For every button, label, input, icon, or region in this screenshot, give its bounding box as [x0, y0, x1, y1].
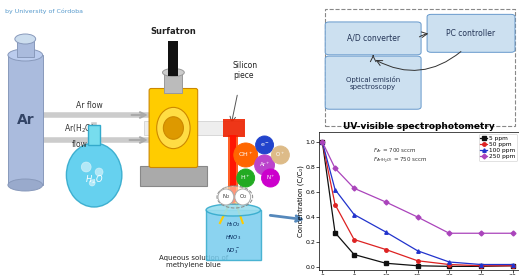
250 ppm: [383, 200, 389, 204]
Bar: [17, 39, 34, 57]
Text: $HNO_3$: $HNO_3$: [225, 233, 241, 243]
Circle shape: [234, 143, 257, 167]
Circle shape: [235, 189, 251, 205]
Bar: [144, 121, 243, 135]
Bar: [8, 55, 43, 185]
5 ppm: [414, 264, 420, 267]
Bar: [140, 166, 207, 186]
250 ppm: [446, 232, 453, 235]
Text: PC controller: PC controller: [446, 29, 496, 38]
Circle shape: [237, 169, 255, 187]
Text: e$^-$: e$^-$: [260, 141, 269, 149]
50 ppm: [414, 259, 420, 262]
Text: Ar: Ar: [17, 113, 34, 127]
Circle shape: [81, 162, 91, 172]
100 ppm: [319, 140, 325, 144]
Circle shape: [89, 180, 95, 186]
Text: A/D converter: A/D converter: [347, 34, 400, 43]
Text: by University of Córdoba: by University of Córdoba: [5, 8, 83, 13]
250 ppm: [351, 187, 357, 190]
Text: Aqueous solution of
methylene blue: Aqueous solution of methylene blue: [159, 255, 228, 268]
100 ppm: [446, 260, 453, 264]
5 ppm: [510, 264, 516, 267]
Bar: [88, 125, 100, 145]
50 ppm: [478, 264, 484, 267]
Line: 100 ppm: 100 ppm: [321, 140, 514, 266]
100 ppm: [383, 230, 389, 234]
50 ppm: [510, 264, 516, 267]
Text: Optical emisión
spectroscopy: Optical emisión spectroscopy: [346, 76, 400, 90]
Line: 250 ppm: 250 ppm: [321, 140, 514, 235]
Circle shape: [218, 189, 234, 205]
50 ppm: [383, 248, 389, 251]
250 ppm: [319, 140, 325, 144]
Ellipse shape: [8, 179, 43, 191]
5 ppm: [351, 253, 357, 256]
5 ppm: [478, 265, 484, 268]
Ellipse shape: [163, 117, 183, 139]
Text: Silicon
piece: Silicon piece: [233, 61, 258, 81]
Ellipse shape: [157, 107, 190, 148]
FancyBboxPatch shape: [325, 22, 421, 55]
Bar: [169, 40, 179, 76]
100 ppm: [332, 188, 338, 191]
Text: N$_2$: N$_2$: [222, 192, 230, 202]
250 ppm: [510, 232, 516, 235]
Circle shape: [95, 168, 103, 176]
Text: $H_2O$: $H_2O$: [85, 174, 103, 186]
Text: Ar(H$_2$O): Ar(H$_2$O): [64, 122, 95, 135]
Bar: [228, 135, 238, 205]
Y-axis label: Concentration (C/C₀): Concentration (C/C₀): [297, 165, 304, 237]
100 ppm: [478, 263, 484, 266]
Circle shape: [256, 136, 274, 154]
Text: O$^+$: O$^+$: [276, 150, 285, 160]
Text: O$_2$: O$_2$: [239, 192, 247, 202]
5 ppm: [319, 140, 325, 144]
Circle shape: [271, 146, 289, 164]
Text: Ar$^+$: Ar$^+$: [258, 161, 270, 169]
100 ppm: [414, 249, 420, 252]
100 ppm: [510, 263, 516, 266]
Text: N$^+$: N$^+$: [266, 174, 276, 182]
Circle shape: [262, 169, 279, 187]
Bar: [223, 119, 245, 137]
Text: H$^+$: H$^+$: [240, 174, 251, 182]
Bar: [165, 73, 182, 92]
Text: Surfatron: Surfatron: [151, 26, 196, 35]
FancyBboxPatch shape: [427, 14, 515, 52]
100 ppm: [351, 213, 357, 216]
Text: $F_{Ar}$ = 700 sccm
$F_{Ar(H_2O)}$ = 750 sccm: $F_{Ar}$ = 700 sccm $F_{Ar(H_2O)}$ = 750…: [373, 146, 428, 165]
50 ppm: [446, 263, 453, 266]
Text: OH$^+$: OH$^+$: [238, 150, 254, 160]
50 ppm: [332, 203, 338, 206]
Text: $H_2O_2$: $H_2O_2$: [226, 221, 241, 229]
Text: $NO_3^-$: $NO_3^-$: [226, 246, 240, 256]
Ellipse shape: [15, 34, 36, 44]
50 ppm: [351, 238, 357, 241]
250 ppm: [414, 215, 420, 219]
Bar: [206, 210, 261, 260]
Ellipse shape: [206, 204, 261, 216]
Text: Ar flow: Ar flow: [76, 101, 103, 110]
Legend: 5 ppm, 50 ppm, 100 ppm, 250 ppm: 5 ppm, 50 ppm, 100 ppm, 250 ppm: [479, 134, 517, 161]
5 ppm: [383, 262, 389, 265]
FancyBboxPatch shape: [149, 89, 198, 167]
5 ppm: [446, 265, 453, 268]
Bar: [230, 135, 236, 205]
50 ppm: [319, 140, 325, 144]
250 ppm: [478, 232, 484, 235]
250 ppm: [332, 167, 338, 170]
Title: UV-visible spectrophotometry: UV-visible spectrophotometry: [343, 122, 495, 131]
Ellipse shape: [162, 68, 184, 76]
Text: flow: flow: [71, 140, 87, 149]
Ellipse shape: [66, 143, 122, 207]
Ellipse shape: [8, 49, 43, 61]
FancyBboxPatch shape: [325, 56, 421, 109]
5 ppm: [332, 231, 338, 234]
Ellipse shape: [218, 186, 248, 204]
Line: 5 ppm: 5 ppm: [321, 140, 514, 268]
Line: 50 ppm: 50 ppm: [321, 140, 514, 268]
Circle shape: [255, 155, 275, 175]
